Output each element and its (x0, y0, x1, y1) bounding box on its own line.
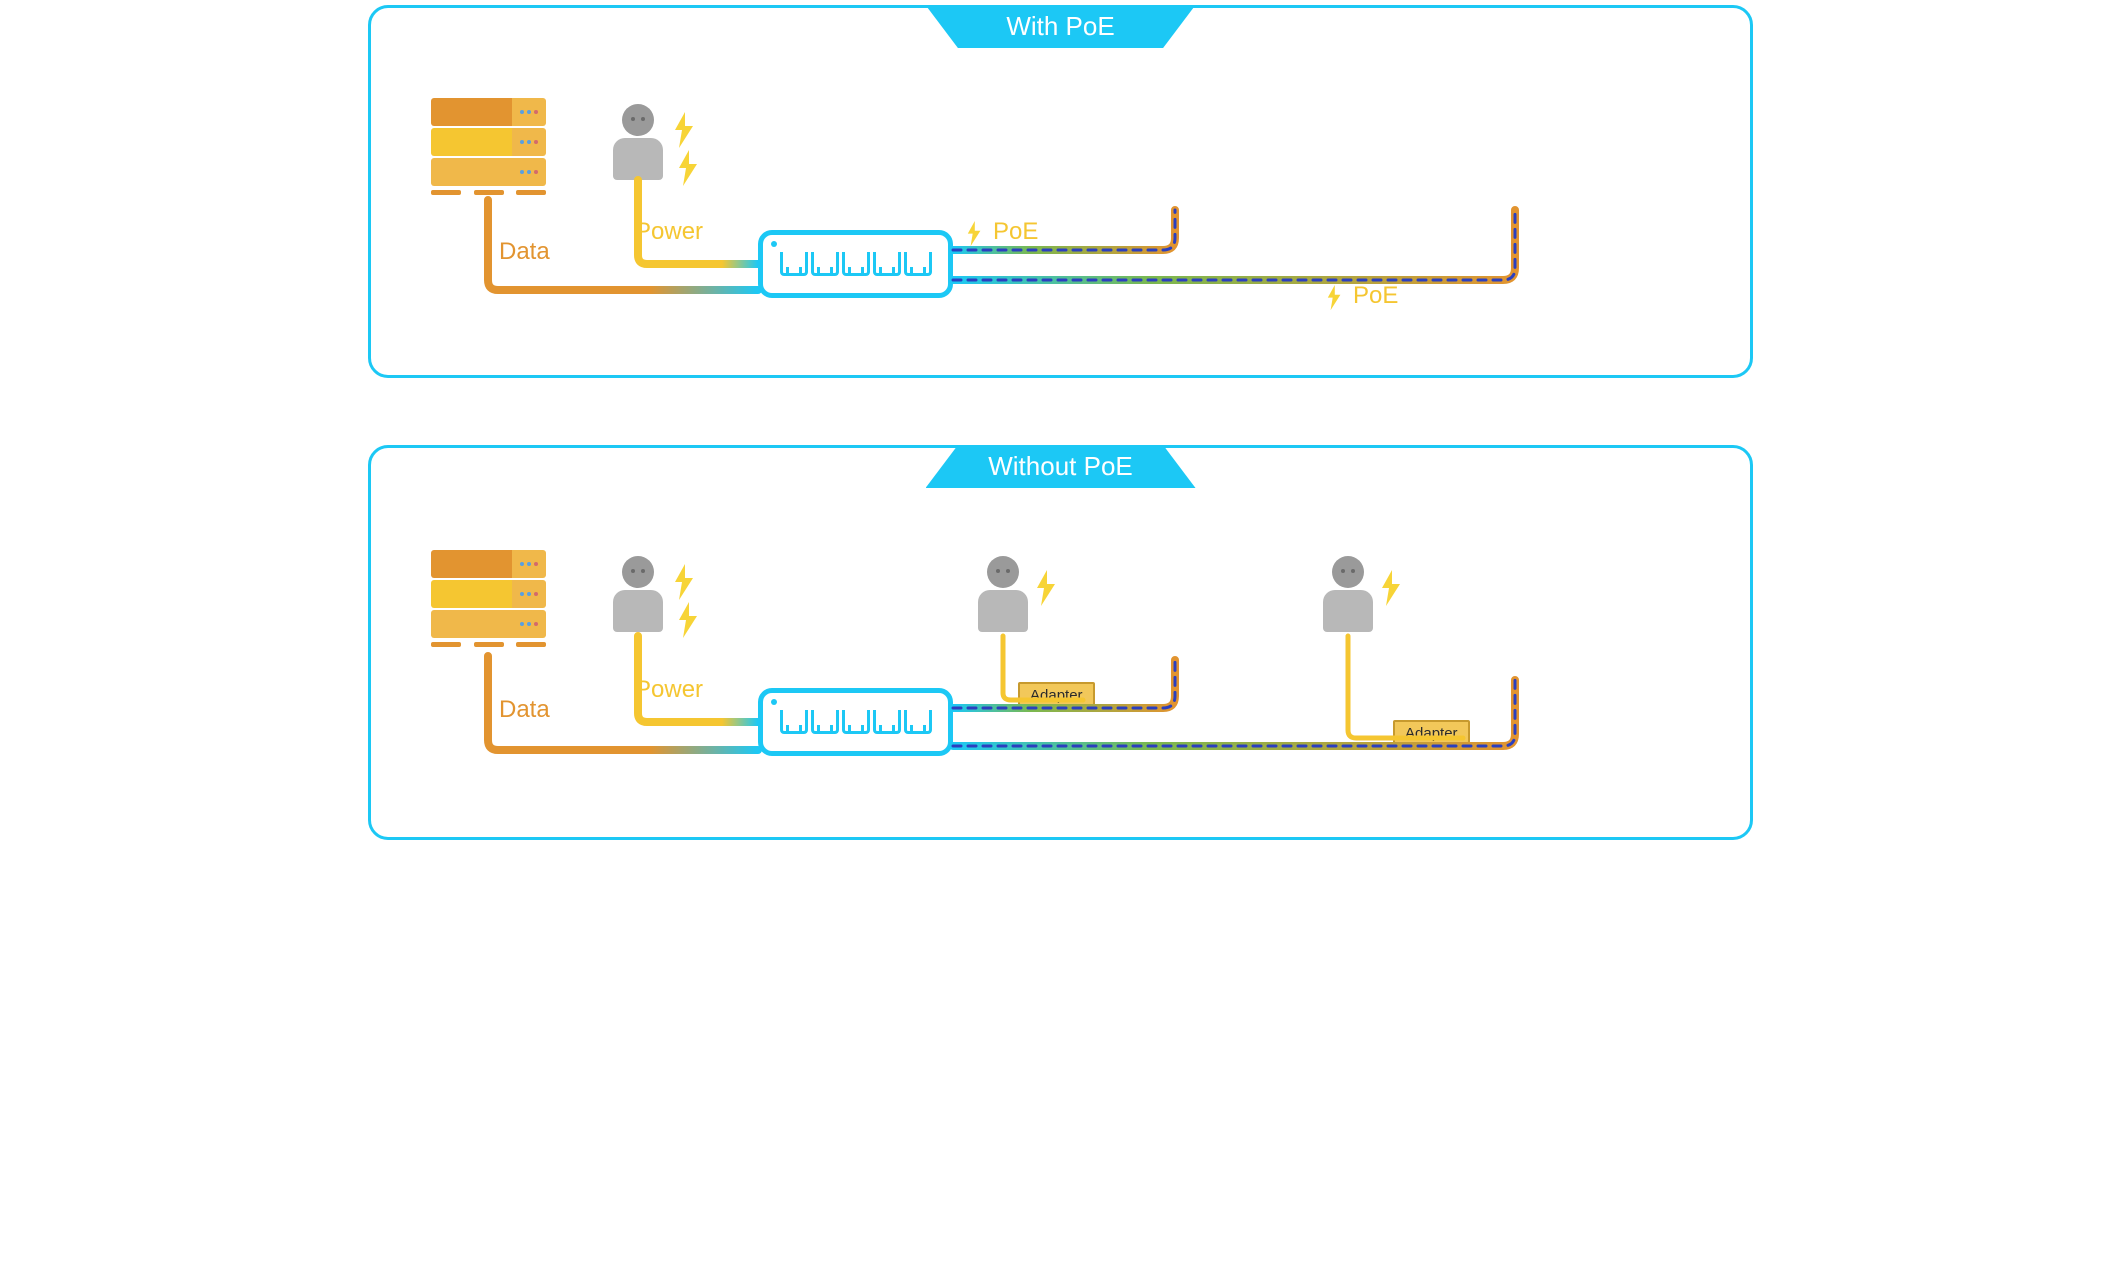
ethernet-port (904, 710, 932, 734)
lightning-icon (671, 112, 697, 153)
switch-icon-bottom (758, 688, 953, 756)
server-icon-top (431, 98, 546, 195)
data-label: Data (499, 696, 550, 724)
poe-switch-icon-top (758, 230, 953, 298)
adapter-box-1: Adapter (1018, 682, 1095, 709)
person-icon-bottom-1 (613, 556, 663, 632)
ethernet-port (811, 710, 839, 734)
person-icon-bottom-2 (978, 556, 1028, 632)
ethernet-port (780, 710, 808, 734)
adapter-box-2: Adapter (1393, 720, 1470, 747)
lightning-icon (671, 564, 697, 605)
lightning-icon (675, 602, 701, 643)
lightning-icon (1378, 570, 1404, 611)
ethernet-port (873, 710, 901, 734)
lightning-icon (675, 150, 701, 191)
power-label: Power (635, 218, 703, 246)
ethernet-port (904, 252, 932, 276)
poe-label-2: PoE (1353, 282, 1398, 310)
poe-label-1: PoE (993, 218, 1038, 246)
lightning-icon (1325, 285, 1343, 315)
person-icon-bottom-3 (1323, 556, 1373, 632)
bottom-panel-title: Without PoE (926, 445, 1196, 488)
ethernet-port (811, 252, 839, 276)
lightning-icon (965, 221, 983, 251)
bottom-panel: Without PoE (368, 445, 1753, 840)
top-panel: With PoE (368, 5, 1753, 378)
ethernet-port (842, 252, 870, 276)
power-label: Power (635, 676, 703, 704)
top-panel-title: With PoE (926, 5, 1196, 48)
ethernet-port (842, 710, 870, 734)
ethernet-port (780, 252, 808, 276)
ethernet-port (873, 252, 901, 276)
server-icon-bottom (431, 550, 546, 647)
lightning-icon (1033, 570, 1059, 611)
person-icon-top (613, 104, 663, 180)
data-label: Data (499, 238, 550, 266)
